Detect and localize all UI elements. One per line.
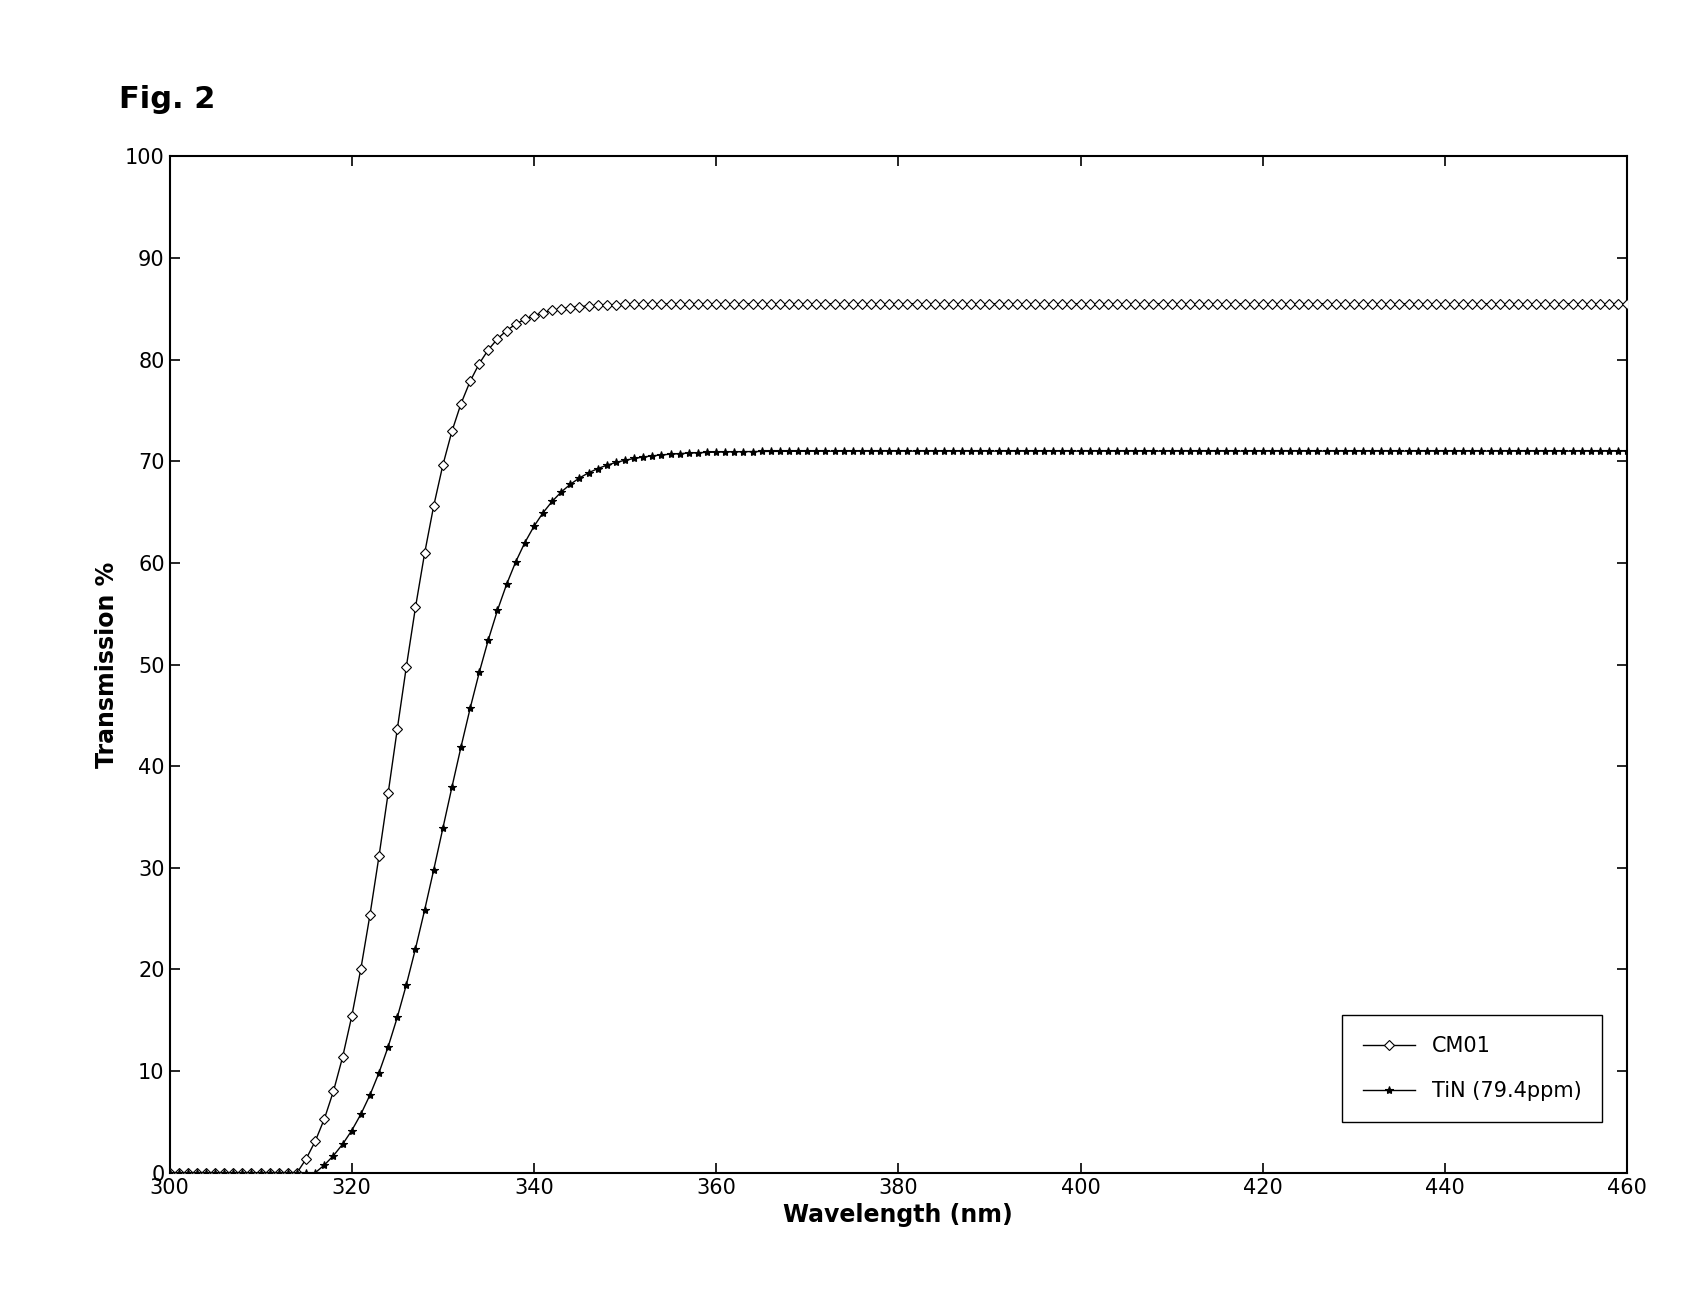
X-axis label: Wavelength (nm): Wavelength (nm): [783, 1203, 1014, 1227]
CM01: [697, 296, 717, 311]
CM01: [1581, 296, 1602, 311]
TiN (79.4ppm): [642, 448, 663, 464]
CM01: [1617, 296, 1637, 311]
TiN (79.4ppm): [1544, 443, 1564, 459]
Text: Fig. 2: Fig. 2: [119, 85, 215, 113]
CM01: [1371, 296, 1392, 311]
TiN (79.4ppm): [1371, 443, 1392, 459]
TiN (79.4ppm): [1444, 443, 1464, 459]
CM01: [159, 1165, 180, 1181]
CM01: [561, 300, 581, 315]
TiN (79.4ppm): [1617, 443, 1637, 459]
TiN (79.4ppm): [561, 477, 581, 493]
CM01: [1444, 296, 1464, 311]
Line: TiN (79.4ppm): TiN (79.4ppm): [166, 447, 1631, 1177]
Y-axis label: Transmission %: Transmission %: [95, 562, 119, 767]
TiN (79.4ppm): [697, 444, 717, 460]
TiN (79.4ppm): [159, 1165, 180, 1181]
CM01: [642, 296, 663, 311]
Line: CM01: CM01: [166, 300, 1631, 1177]
CM01: [1544, 296, 1564, 311]
Legend: CM01, TiN (79.4ppm): CM01, TiN (79.4ppm): [1342, 1015, 1602, 1122]
